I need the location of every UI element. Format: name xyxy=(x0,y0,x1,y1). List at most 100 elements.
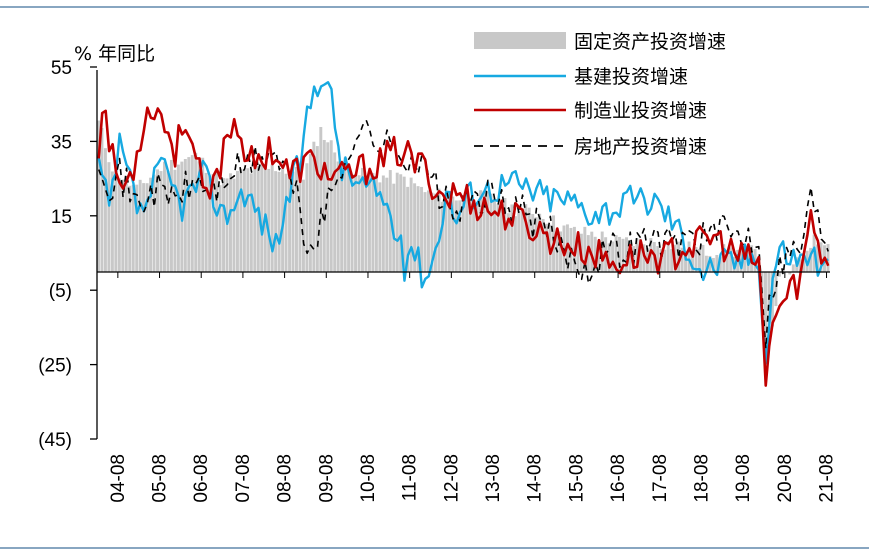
fixed-asset-bar xyxy=(354,176,358,272)
fixed-asset-bar xyxy=(416,186,420,272)
fixed-asset-bar xyxy=(197,161,201,272)
x-tick-label: 20-08 xyxy=(775,454,796,503)
fixed-asset-bar xyxy=(677,241,681,272)
fixed-asset-bar xyxy=(201,157,205,272)
y-tick-label: (5) xyxy=(49,281,72,302)
fixed-asset-bar xyxy=(256,165,260,272)
fixed-asset-bar xyxy=(235,170,239,272)
fixed-asset-bar xyxy=(326,142,330,272)
fixed-asset-bar xyxy=(729,247,733,272)
y-tick-label: (25) xyxy=(38,356,72,377)
fixed-asset-bar xyxy=(169,159,173,272)
fixed-asset-bar xyxy=(520,207,524,272)
fixed-asset-bar xyxy=(288,172,292,272)
fixed-asset-bar xyxy=(107,162,111,272)
fixed-asset-bar xyxy=(246,168,250,272)
x-tick-label: 15-08 xyxy=(566,454,587,503)
fixed-asset-bar xyxy=(110,171,114,272)
x-tick-label: 19-08 xyxy=(733,454,754,503)
fixed-asset-bar xyxy=(319,127,323,272)
fixed-asset-bar xyxy=(527,207,531,272)
fixed-asset-bar xyxy=(187,157,191,272)
fixed-asset-bar xyxy=(663,249,667,272)
fixed-asset-bar xyxy=(145,183,149,272)
fixed-asset-bar xyxy=(176,164,180,272)
fixed-asset-bars xyxy=(97,120,830,368)
x-tick-label: 17-08 xyxy=(650,454,671,503)
fixed-asset-bar xyxy=(336,161,340,272)
x-tick-label: 10-08 xyxy=(358,454,379,503)
fixed-asset-bar xyxy=(534,217,538,272)
fixed-asset-bar xyxy=(791,264,795,272)
fixed-asset-bar xyxy=(315,146,319,272)
legend-label: 基建投资增速 xyxy=(574,66,688,88)
fixed-asset-bar xyxy=(680,247,684,272)
fixed-asset-bar xyxy=(454,200,458,272)
fixed-asset-bar xyxy=(371,173,375,272)
fixed-asset-bar xyxy=(656,246,660,272)
fixed-asset-bar xyxy=(468,200,472,272)
fixed-asset-bar xyxy=(701,244,705,272)
series-lines xyxy=(97,81,830,387)
fixed-asset-bar xyxy=(274,171,278,272)
fixed-asset-bar xyxy=(774,271,778,307)
manufacturing-line xyxy=(97,106,830,387)
fixed-asset-bar xyxy=(496,204,500,272)
fixed-asset-bar xyxy=(131,184,135,272)
fixed-asset-bar xyxy=(437,188,441,272)
fixed-asset-bar xyxy=(260,164,264,272)
x-axis-ticks: 04-08 05-08 06-08 07-08 08-08 09-08 10-08 11-08… xyxy=(108,272,838,503)
fixed-asset-bar xyxy=(121,179,125,272)
fixed-asset-bar xyxy=(149,177,153,272)
fixed-asset-bar xyxy=(704,255,708,272)
x-tick-label: 14-08 xyxy=(525,454,546,503)
x-tick-label: 21-08 xyxy=(817,454,838,503)
fixed-asset-bar xyxy=(691,253,694,272)
fixed-asset-bar xyxy=(295,167,298,272)
fixed-asset-bar xyxy=(816,244,820,272)
fixed-asset-bar xyxy=(764,271,767,368)
fixed-asset-bar xyxy=(152,174,156,272)
fixed-asset-bar xyxy=(242,169,246,272)
x-tick-label: 07-08 xyxy=(233,454,254,503)
fixed-asset-bar xyxy=(506,213,510,272)
fixed-asset-bar xyxy=(361,167,364,272)
fixed-asset-bar xyxy=(406,186,410,272)
fixed-asset-bar xyxy=(559,231,562,272)
y-tick-label: 55 xyxy=(51,58,72,79)
fixed-asset-bar xyxy=(628,241,632,272)
fixed-asset-bar xyxy=(183,159,187,272)
fixed-asset-bar xyxy=(291,171,295,272)
fixed-asset-bar xyxy=(472,204,476,272)
fixed-asset-bar xyxy=(479,190,483,272)
fixed-asset-bar xyxy=(413,183,417,272)
fixed-asset-bar xyxy=(486,192,490,272)
fixed-asset-bar xyxy=(513,216,517,272)
x-tick-label: 05-08 xyxy=(150,454,171,503)
fixed-asset-bar xyxy=(638,238,642,272)
fixed-asset-bar xyxy=(128,185,132,272)
x-tick-label: 09-08 xyxy=(316,454,337,503)
fixed-asset-bar xyxy=(166,170,170,272)
fixed-asset-bar xyxy=(593,236,597,272)
fixed-asset-bar xyxy=(194,152,198,272)
fixed-asset-bar xyxy=(277,171,281,272)
fixed-asset-bar xyxy=(538,213,542,272)
fixed-asset-bar xyxy=(451,196,455,272)
x-tick-label: 04-08 xyxy=(108,454,129,503)
fixed-asset-bar xyxy=(329,140,333,272)
fixed-asset-bar xyxy=(156,169,160,272)
fixed-asset-bar xyxy=(215,170,219,272)
fixed-asset-bar xyxy=(378,182,382,272)
x-tick-label: 06-08 xyxy=(191,454,212,503)
fixed-asset-bar xyxy=(173,169,177,272)
y-tick-label: 35 xyxy=(51,132,72,153)
fixed-asset-bar xyxy=(135,184,139,272)
fixed-asset-bar xyxy=(222,178,226,272)
fixed-asset-bar xyxy=(725,255,729,272)
fixed-asset-bar xyxy=(420,186,424,272)
fixed-asset-bar xyxy=(142,183,146,272)
fixed-asset-bar xyxy=(374,176,378,272)
fixed-asset-bar xyxy=(117,178,121,272)
